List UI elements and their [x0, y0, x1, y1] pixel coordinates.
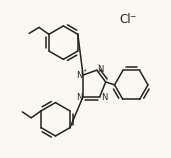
Text: Cl: Cl [119, 13, 131, 26]
Text: N: N [76, 93, 82, 102]
Text: ··: ·· [97, 62, 101, 67]
Text: N: N [98, 65, 104, 74]
Text: −: − [129, 12, 136, 21]
Text: N: N [76, 71, 82, 80]
Text: N: N [102, 93, 108, 102]
Text: +: + [82, 68, 86, 73]
